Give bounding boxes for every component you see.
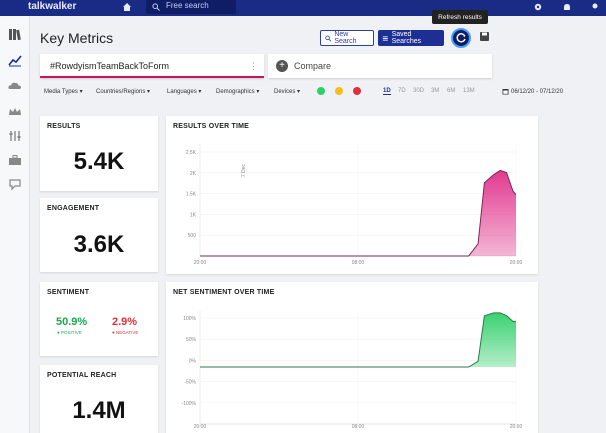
sentiment-title: SENTIMENT xyxy=(47,289,90,296)
analytics-icon[interactable] xyxy=(7,52,23,68)
reports-icon[interactable] xyxy=(7,176,23,192)
neutral-sentiment-icon[interactable] xyxy=(335,87,343,95)
date-annotation: 7 Dec xyxy=(241,164,247,178)
filter-media-types[interactable]: Media Types ▾ xyxy=(44,89,83,95)
compare-button[interactable]: + Compare xyxy=(268,54,492,78)
results-chart-title: RESULTS OVER TIME xyxy=(173,123,249,130)
refresh-icon xyxy=(456,33,466,43)
net-sentiment-chart: 100% 50% 0% -50% -100% 20:00 08:00 20:00 xyxy=(182,310,523,430)
new-search-label: New Search xyxy=(334,31,357,45)
brand-logo[interactable]: talkwalker xyxy=(28,1,77,12)
positive-label: ● POSITIVE xyxy=(57,330,82,335)
home-icon[interactable] xyxy=(122,2,132,12)
cloud-icon[interactable] xyxy=(7,78,23,94)
library-icon[interactable] xyxy=(7,26,23,42)
series-line xyxy=(200,312,516,368)
period-6m[interactable]: 6M xyxy=(447,88,456,94)
x-tick-label: 20:00 xyxy=(194,260,207,266)
more-options-icon[interactable]: ⋮ xyxy=(249,61,258,71)
calendar-icon[interactable] xyxy=(502,88,509,95)
search-icon xyxy=(325,35,332,42)
results-title: RESULTS xyxy=(47,123,81,130)
period-1d[interactable]: 1D xyxy=(383,88,391,95)
engagement-value: 3.6K xyxy=(73,231,125,258)
net-sentiment-card: NET SENTIMENT OVER TIME 100% 50% 0% -50% -10… xyxy=(166,282,538,433)
results-over-time-chart: 2.5K 2K 1.5K 1K 500 20:00 08:00 20:00 7 Dec xyxy=(186,144,523,266)
positive-sentiment-icon[interactable] xyxy=(317,87,325,95)
list-icon xyxy=(382,35,388,41)
add-icon: + xyxy=(276,60,288,72)
x-tick-label: 08:00 xyxy=(352,424,365,430)
top-bar: talkwalker Free search xyxy=(0,0,606,16)
sentiment-card: SENTIMENT 50.9% 2.9% ● POSITIVE ● NEGATI… xyxy=(40,282,158,356)
x-tick-label: 20:00 xyxy=(194,424,207,430)
series-line xyxy=(200,169,517,257)
y-tick-label: 500 xyxy=(188,233,197,239)
briefcase-icon[interactable] xyxy=(7,152,23,168)
y-tick-label: 100% xyxy=(183,316,196,322)
results-over-time-card: RESULTS OVER TIME 2.5K 2K 1.5K 1K 500 20:00 08… xyxy=(166,116,538,274)
crown-icon[interactable] xyxy=(7,104,23,120)
reach-title: POTENTIAL REACH xyxy=(47,372,117,379)
filter-devices[interactable]: Devices ▾ xyxy=(274,89,301,95)
y-tick-label: 0% xyxy=(189,358,197,364)
new-search-button[interactable]: New Search xyxy=(320,30,374,46)
refresh-tooltip: Refresh results xyxy=(432,10,488,24)
sidebar xyxy=(0,16,30,433)
engagement-card: ENGAGEMENT 3.6K xyxy=(40,198,158,272)
compare-label: Compare xyxy=(294,61,332,71)
results-card: RESULTS 5.4K xyxy=(40,116,158,191)
search-icon xyxy=(152,3,160,11)
date-range[interactable]: 06/12/20 - 07/12/20 xyxy=(511,89,564,95)
y-tick-label: 50% xyxy=(186,337,197,343)
x-tick-label: 20:00 xyxy=(510,424,523,430)
search-placeholder: Free search xyxy=(166,1,209,10)
y-tick-label: 1K xyxy=(190,212,197,218)
negative-value: 2.9% xyxy=(112,316,138,328)
potential-reach-card: POTENTIAL REACH 1.4M xyxy=(40,365,158,433)
y-tick-label: 2K xyxy=(190,171,197,177)
positive-value: 50.9% xyxy=(56,316,88,328)
query-text: #RowdyismTeamBackToForm xyxy=(50,61,170,71)
filter-demographics[interactable]: Demographics ▾ xyxy=(216,89,260,95)
filters-icon[interactable] xyxy=(7,128,23,144)
y-tick-label: -50% xyxy=(184,380,196,386)
results-value: 5.4K xyxy=(73,148,125,175)
negative-sentiment-icon[interactable] xyxy=(353,87,361,95)
period-13m[interactable]: 13M xyxy=(463,88,475,94)
saved-searches-button[interactable]: Saved Searches xyxy=(378,30,444,46)
x-tick-label: 08:00 xyxy=(352,260,365,266)
reach-value: 1.4M xyxy=(72,397,126,424)
saved-searches-label: Saved Searches xyxy=(391,31,422,45)
refresh-button[interactable] xyxy=(451,28,471,48)
x-tick-label: 20:00 xyxy=(510,260,523,266)
period-3m[interactable]: 3M xyxy=(431,88,440,94)
filter-languages[interactable]: Languages ▾ xyxy=(167,89,202,95)
sentiment-chart-title: NET SENTIMENT OVER TIME xyxy=(173,289,275,296)
engagement-title: ENGAGEMENT xyxy=(47,205,100,212)
y-tick-label: 1.5K xyxy=(186,192,197,198)
query-chip[interactable]: #RowdyismTeamBackToForm ⋮ xyxy=(40,54,264,78)
period-7d[interactable]: 7D xyxy=(398,88,406,94)
series-area xyxy=(200,170,516,256)
filter-countries[interactable]: Countries/Regions ▾ xyxy=(96,89,151,95)
negative-label: ● NEGATIVE xyxy=(112,330,139,335)
y-tick-label: 2.5K xyxy=(186,150,197,156)
free-search-input[interactable]: Free search xyxy=(146,0,236,14)
settings-icon[interactable] xyxy=(533,2,543,12)
notifications-icon[interactable] xyxy=(562,2,572,12)
period-30d[interactable]: 30D xyxy=(413,88,425,94)
save-icon[interactable] xyxy=(479,31,490,42)
user-menu-icon[interactable] xyxy=(590,2,600,12)
page-title: Key Metrics xyxy=(40,30,114,46)
y-tick-label: -100% xyxy=(182,401,197,407)
